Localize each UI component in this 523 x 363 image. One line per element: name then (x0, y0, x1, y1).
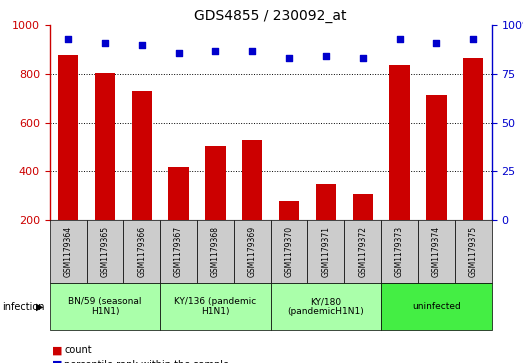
Text: GSM1179370: GSM1179370 (285, 226, 293, 277)
Bar (316, 184, 336, 220)
Bar (381, 220, 418, 283)
Text: ▶: ▶ (36, 302, 43, 312)
Text: percentile rank within the sample: percentile rank within the sample (64, 360, 229, 363)
Bar (381, 283, 492, 330)
Text: ■: ■ (52, 360, 63, 363)
Bar (206, 146, 225, 220)
Text: GSM1179366: GSM1179366 (137, 226, 146, 277)
Point (432, 40, 440, 46)
Point (285, 56, 293, 61)
Point (248, 48, 256, 54)
Text: GSM1179375: GSM1179375 (469, 226, 477, 277)
Bar (132, 91, 152, 220)
Text: GSM1179373: GSM1179373 (395, 226, 404, 277)
Text: GSM1179365: GSM1179365 (100, 226, 109, 277)
Bar (86, 220, 123, 283)
Title: GDS4855 / 230092_at: GDS4855 / 230092_at (195, 9, 347, 23)
Text: infection: infection (3, 302, 45, 312)
Bar (463, 58, 483, 220)
Text: BN/59 (seasonal
H1N1): BN/59 (seasonal H1N1) (68, 297, 142, 317)
Bar (234, 220, 271, 283)
Bar (390, 65, 410, 220)
Bar (426, 95, 447, 220)
Text: GSM1179367: GSM1179367 (174, 226, 183, 277)
Bar (50, 220, 86, 283)
Bar (58, 54, 78, 220)
Text: KY/180
(pandemicH1N1): KY/180 (pandemicH1N1) (288, 297, 364, 317)
Bar (344, 220, 381, 283)
Point (138, 42, 146, 48)
Bar (160, 283, 271, 330)
Bar (197, 220, 234, 283)
Text: KY/136 (pandemic
H1N1): KY/136 (pandemic H1N1) (174, 297, 257, 317)
Text: GSM1179374: GSM1179374 (432, 226, 441, 277)
Bar (418, 220, 455, 283)
Bar (95, 73, 115, 220)
Bar (123, 220, 160, 283)
Bar (242, 139, 263, 220)
Bar (353, 194, 373, 220)
Point (64, 36, 72, 42)
Text: count: count (64, 345, 92, 355)
Bar (308, 220, 344, 283)
Text: ■: ■ (52, 345, 63, 355)
Point (469, 36, 477, 42)
Bar (271, 220, 308, 283)
Point (395, 36, 404, 42)
Text: uninfected: uninfected (412, 302, 461, 311)
Text: GSM1179364: GSM1179364 (64, 226, 73, 277)
Point (211, 48, 220, 54)
Bar (168, 167, 189, 220)
Point (359, 56, 367, 61)
Point (174, 50, 183, 56)
Text: GSM1179372: GSM1179372 (358, 226, 367, 277)
Bar (455, 220, 492, 283)
Text: GSM1179371: GSM1179371 (322, 226, 331, 277)
Point (101, 40, 109, 46)
Bar (160, 220, 197, 283)
Bar (50, 283, 160, 330)
Text: GSM1179369: GSM1179369 (248, 226, 257, 277)
Bar (279, 201, 299, 220)
Text: GSM1179368: GSM1179368 (211, 226, 220, 277)
Point (322, 54, 330, 60)
Bar (271, 283, 381, 330)
